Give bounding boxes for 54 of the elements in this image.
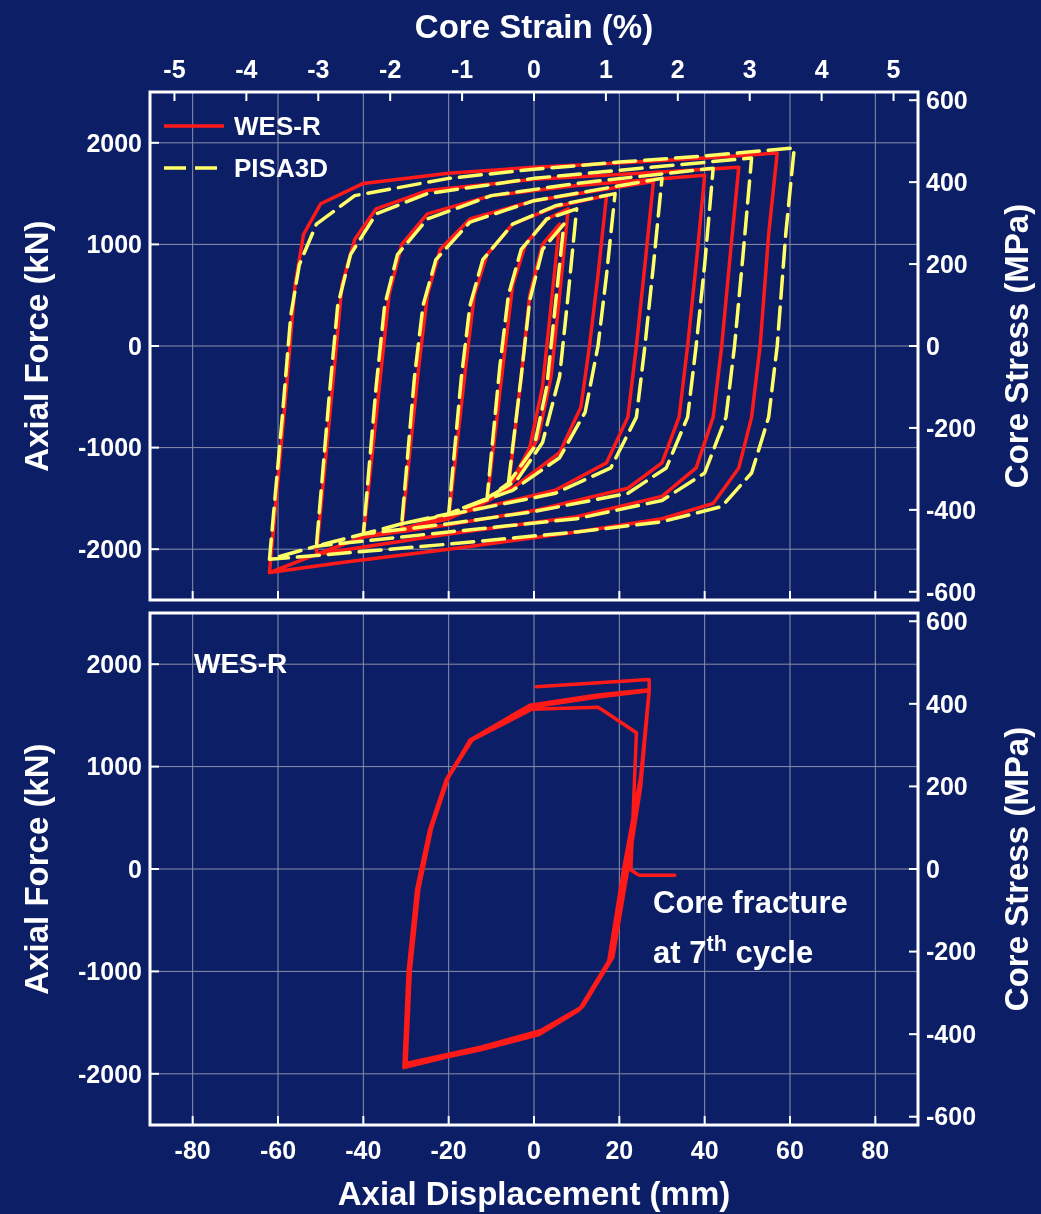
annotation: Core fracture at 7$^{th}$ cycle xyxy=(653,884,848,970)
y2-tick-label: 600 xyxy=(926,85,968,114)
x2-tick-label: 4 xyxy=(814,55,829,83)
y2-tick-label: 0 xyxy=(926,331,940,360)
x-tick-label: -80 xyxy=(174,1136,211,1164)
legend-label: WES-R xyxy=(234,111,321,142)
y-axis-title: Axial Force (kN) xyxy=(18,743,55,995)
x2-tick-label: 1 xyxy=(598,55,613,83)
x-tick-label: 0 xyxy=(527,1136,541,1164)
x-tick-label: -60 xyxy=(259,1136,297,1164)
y2-tick-label: -200 xyxy=(926,937,977,966)
y2-tick-label: -200 xyxy=(926,413,977,442)
y2-tick-label: 600 xyxy=(926,607,968,636)
y2-tick-label: -600 xyxy=(926,577,977,606)
x-tick-label: -40 xyxy=(345,1136,382,1164)
y-tick-label: 1000 xyxy=(86,230,142,259)
y-tick-label: 0 xyxy=(128,854,142,883)
y2-tick-label: -400 xyxy=(926,1019,977,1048)
x2-tick-label: -3 xyxy=(307,55,330,83)
x2-tick-label: -4 xyxy=(235,55,258,83)
x2-tick-label: -5 xyxy=(163,55,186,83)
y-tick-label: 2000 xyxy=(86,649,142,678)
y-tick-label: -2000 xyxy=(78,534,142,563)
y2-tick-label: 200 xyxy=(926,772,968,801)
x2-axis-title: Core Strain (%) xyxy=(414,8,654,45)
y2-tick-label: -400 xyxy=(926,495,977,524)
x-tick-label: 80 xyxy=(861,1136,890,1164)
y-tick-label: 1000 xyxy=(86,752,142,781)
y2-tick-label: 0 xyxy=(926,854,940,883)
y2-tick-label: -600 xyxy=(926,1102,977,1131)
y2-tick-label: 400 xyxy=(926,689,968,718)
x-axis-title: Axial Displacement (mm) xyxy=(337,1175,731,1212)
x2-tick-label: 2 xyxy=(670,55,685,83)
x-tick-label: 20 xyxy=(605,1136,634,1164)
x2-tick-label: 0 xyxy=(527,55,541,83)
y-tick-label: 0 xyxy=(128,331,142,360)
y2-tick-label: 400 xyxy=(926,167,968,196)
y-tick-label: -1000 xyxy=(78,957,142,986)
x2-tick-label: -1 xyxy=(450,55,474,83)
x-tick-label: 60 xyxy=(776,1136,804,1164)
legend-label: PISA3D xyxy=(234,153,328,184)
y2-axis-title: Core Stress (MPa) xyxy=(998,726,1035,1012)
y-axis-title: Axial Force (kN) xyxy=(18,220,55,472)
text: WES-R xyxy=(194,648,288,679)
x-tick-label: 40 xyxy=(690,1136,719,1164)
y2-tick-label: 200 xyxy=(926,249,968,278)
x2-tick-label: 3 xyxy=(742,55,757,83)
y2-axis-title: Core Stress (MPa) xyxy=(998,203,1035,489)
y-tick-label: 2000 xyxy=(86,128,142,157)
x-tick-label: -20 xyxy=(430,1136,467,1164)
x2-tick-label: 5 xyxy=(886,55,901,83)
y-tick-label: -1000 xyxy=(78,433,142,462)
x2-tick-label: -2 xyxy=(379,55,402,83)
y-tick-label: -2000 xyxy=(78,1059,142,1088)
